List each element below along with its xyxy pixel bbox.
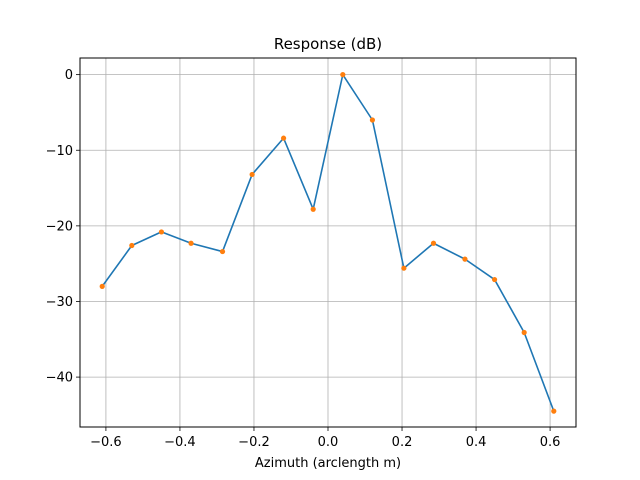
data-point-marker xyxy=(430,240,437,246)
y-tick-label: −30 xyxy=(46,295,73,310)
data-point-marker xyxy=(158,229,165,235)
data-point-marker xyxy=(249,171,255,178)
data-point-marker xyxy=(310,206,316,212)
data-point-marker xyxy=(491,276,498,283)
series-line-group xyxy=(101,73,555,412)
x-tick-label: −0.2 xyxy=(238,435,270,450)
grid-lines xyxy=(80,58,576,427)
data-point-marker xyxy=(219,248,226,255)
data-point-marker xyxy=(551,408,557,414)
data-point-marker xyxy=(340,72,346,78)
data-point-marker xyxy=(99,283,105,289)
y-tick-label: 0 xyxy=(65,68,73,83)
data-point-marker xyxy=(129,242,135,249)
data-point-marker xyxy=(401,265,407,271)
y-tick-label: −40 xyxy=(46,371,73,386)
x-tick-label: 0.0 xyxy=(318,435,339,450)
y-tick-label: −10 xyxy=(46,144,73,159)
x-tick-label: 0.6 xyxy=(540,435,561,450)
x-axis-label: Azimuth (arclength m) xyxy=(255,456,401,471)
chart-title: Response (dB) xyxy=(274,35,382,53)
data-point-marker xyxy=(521,329,527,336)
x-tick-label: 0.4 xyxy=(466,435,487,450)
x-tick-label: 0.2 xyxy=(392,435,413,450)
series-markers xyxy=(99,72,557,414)
x-axis-ticks: −0.6 −0.4 −0.2 0.0 0.2 0.4 0.6 xyxy=(90,427,560,450)
data-point-marker xyxy=(369,117,376,123)
data-point-marker xyxy=(188,240,194,246)
x-tick-label: −0.6 xyxy=(90,435,122,450)
series-line xyxy=(101,73,555,412)
y-tick-label: −20 xyxy=(46,219,73,234)
data-point-marker xyxy=(462,256,468,262)
x-tick-label: −0.4 xyxy=(164,435,196,450)
data-point-marker xyxy=(280,135,287,141)
y-axis-ticks: 0 −10 −20 −30 −40 xyxy=(46,68,80,386)
